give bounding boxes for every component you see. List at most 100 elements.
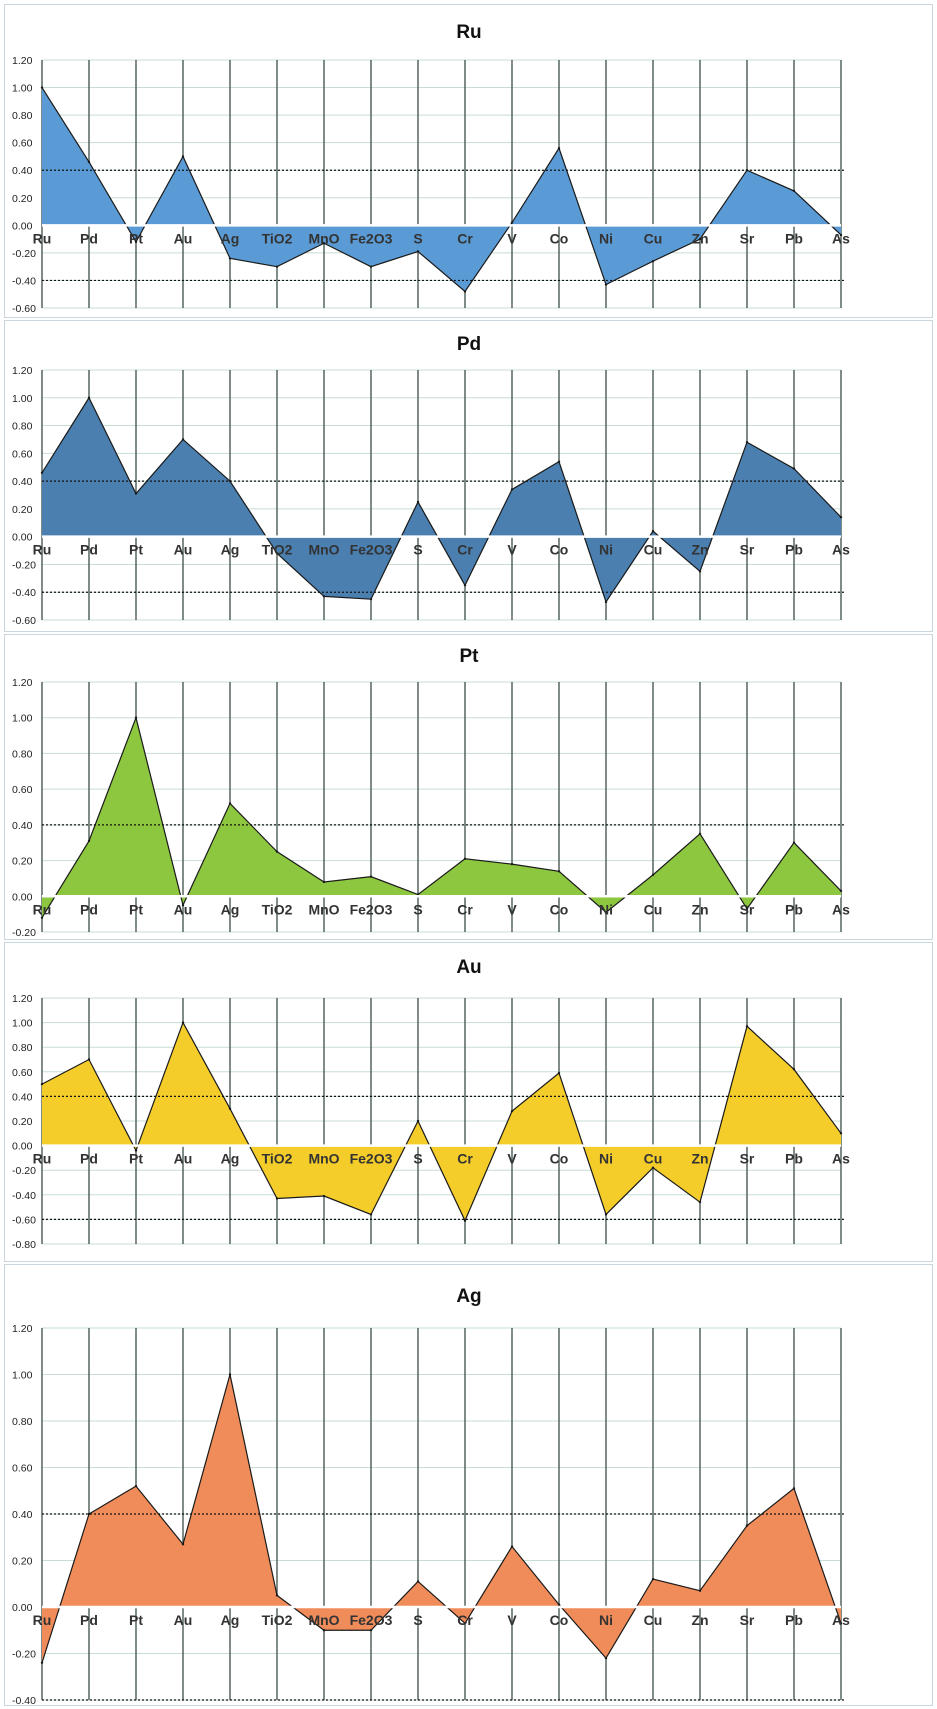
x-tick-label: Fe2O3 bbox=[350, 1151, 393, 1167]
chart-title: Ag bbox=[456, 1286, 481, 1307]
data-point bbox=[87, 1512, 91, 1516]
x-tick-label: MnO bbox=[308, 230, 339, 246]
x-tick-label: Co bbox=[550, 901, 569, 917]
x-tick-label: MnO bbox=[308, 542, 339, 558]
data-point bbox=[275, 1197, 279, 1200]
x-tick-label: As bbox=[832, 901, 850, 917]
chart-title: Ru bbox=[456, 22, 481, 43]
data-point bbox=[604, 1213, 608, 1216]
x-tick-label: V bbox=[507, 230, 517, 246]
data-point bbox=[745, 441, 749, 444]
data-point bbox=[275, 265, 279, 268]
series-area bbox=[42, 717, 841, 918]
data-point bbox=[557, 870, 561, 873]
x-tick-label: Ni bbox=[599, 542, 613, 558]
chart-title: Pt bbox=[460, 646, 480, 667]
x-tick-label: S bbox=[413, 901, 422, 917]
data-point bbox=[510, 1545, 514, 1548]
data-point bbox=[839, 233, 843, 237]
data-point bbox=[463, 1219, 467, 1222]
data-point bbox=[322, 1194, 326, 1198]
x-tick-label: Ni bbox=[599, 1612, 613, 1628]
chart-ag: Ag 1.20 1.00 0.80 0.60 0.40 0.20 0.00 -0.20 -0.40… bbox=[4, 1264, 933, 1706]
x-tick-label: Pd bbox=[80, 230, 98, 246]
data-point bbox=[557, 1071, 561, 1075]
x-tick-label: Pd bbox=[80, 542, 98, 558]
data-point bbox=[416, 1119, 420, 1123]
x-tick-label: Pd bbox=[80, 1612, 98, 1628]
x-tick-label: MnO bbox=[308, 1151, 339, 1167]
x-tick-label: Ni bbox=[599, 1151, 613, 1167]
y-tick-label: 0.60 bbox=[12, 448, 33, 460]
data-point bbox=[792, 841, 796, 844]
data-point bbox=[322, 880, 326, 884]
x-tick-label: Co bbox=[550, 230, 569, 246]
data-point bbox=[510, 862, 514, 866]
data-point bbox=[228, 802, 232, 805]
x-tick-label: Cr bbox=[457, 1151, 473, 1167]
x-tick-label: Pb bbox=[785, 230, 803, 246]
series-line bbox=[41, 715, 842, 919]
data-point bbox=[604, 600, 608, 604]
data-point bbox=[322, 242, 326, 245]
y-tick-label: 1.00 bbox=[12, 1370, 33, 1382]
data-point bbox=[651, 259, 655, 263]
data-point bbox=[40, 1082, 44, 1086]
y-tick-label: 0.60 bbox=[12, 1067, 33, 1079]
x-tick-label: TiO2 bbox=[262, 1151, 293, 1167]
series-area bbox=[42, 397, 841, 602]
data-point bbox=[792, 467, 796, 470]
x-tick-label: Ag bbox=[221, 1612, 240, 1628]
y-tick-label: 1.20 bbox=[12, 1323, 33, 1335]
x-tick-label: MnO bbox=[308, 1612, 339, 1628]
data-point bbox=[463, 290, 467, 293]
data-point bbox=[792, 1487, 796, 1490]
data-point bbox=[369, 265, 373, 268]
data-point bbox=[604, 283, 608, 286]
x-tick-label: V bbox=[507, 1151, 517, 1167]
chart-panel-ag: Ag 1.20 1.00 0.80 0.60 0.40 0.20 0.00 -0.20 -0.40… bbox=[4, 1264, 933, 1706]
data-point bbox=[510, 1109, 514, 1113]
data-point bbox=[604, 911, 608, 914]
y-tick-label: 1.20 bbox=[12, 55, 33, 67]
chart-panel-au: Au 1.20 1.00 0.80 0.60 0.40 0.20 0.00 -0.20 -0.4… bbox=[4, 942, 933, 1262]
x-tick-label: V bbox=[507, 542, 517, 558]
chart-pt: Pt 1.20 1.00 0.80 0.60 0.40 0.20 0.00 -0.20 Ru Pd… bbox=[4, 634, 933, 940]
data-point bbox=[651, 873, 655, 877]
y-tick-label: 0.80 bbox=[12, 1042, 33, 1054]
data-point bbox=[322, 595, 326, 598]
data-point bbox=[745, 1025, 749, 1028]
x-tick-label: Pt bbox=[129, 542, 143, 558]
x-tick-label: Zn bbox=[691, 901, 708, 917]
y-tick-label: 1.00 bbox=[12, 713, 33, 725]
x-tick-label: Cu bbox=[644, 230, 663, 246]
data-point bbox=[510, 221, 514, 224]
data-point bbox=[228, 1107, 232, 1110]
data-point bbox=[463, 857, 467, 860]
x-tick-label: As bbox=[832, 542, 850, 558]
data-point bbox=[651, 1577, 655, 1581]
data-point bbox=[698, 570, 702, 573]
y-tick-label: -0.80 bbox=[12, 1239, 36, 1251]
data-point bbox=[416, 500, 420, 504]
data-point bbox=[322, 1629, 326, 1632]
x-tick-label: Cu bbox=[644, 1612, 663, 1628]
chart-panel-ru: Ru 1.20 1.00 0.80 0.60 0.40 0.20 0.00 -0.20 -0.4… bbox=[4, 4, 933, 318]
chart-frame bbox=[4, 1264, 933, 1706]
data-point bbox=[134, 492, 138, 495]
series-line bbox=[41, 1021, 842, 1223]
x-tick-label: V bbox=[507, 901, 517, 917]
x-tick-label: Cr bbox=[457, 542, 473, 558]
x-tick-label: Cu bbox=[644, 542, 663, 558]
y-tick-label: 0.20 bbox=[12, 1556, 33, 1568]
y-tick-label: 1.00 bbox=[12, 393, 33, 405]
y-tick-label: -0.20 bbox=[12, 559, 36, 571]
y-tick-label: -0.20 bbox=[12, 1649, 36, 1661]
chart-title: Au bbox=[456, 957, 481, 978]
data-point bbox=[40, 471, 44, 474]
y-tick-label: 0.40 bbox=[12, 165, 33, 177]
data-point bbox=[275, 850, 279, 853]
chart-au: Au 1.20 1.00 0.80 0.60 0.40 0.20 0.00 -0.20 -0.4… bbox=[4, 942, 933, 1262]
x-tick-label: Au bbox=[174, 542, 193, 558]
